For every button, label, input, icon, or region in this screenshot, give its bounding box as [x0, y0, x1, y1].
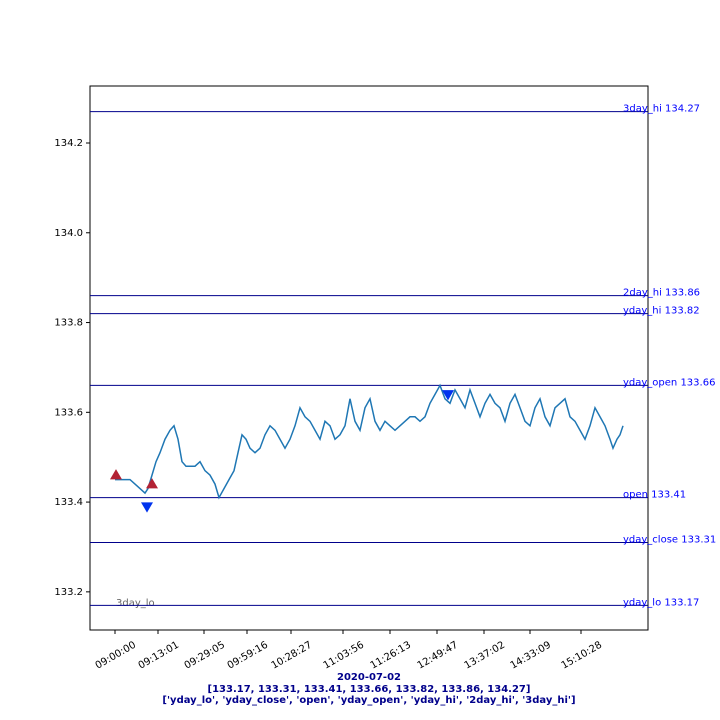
level-label: yday_hi 133.82: [623, 306, 700, 317]
annotation: 3day_lo: [116, 598, 155, 609]
signal-marker: [442, 390, 454, 401]
x-tick-label: 09:59:16: [226, 640, 270, 672]
signal-marker: [141, 502, 153, 513]
x-tick-label: 12:49:47: [416, 640, 460, 672]
x-tick-label: 09:00:00: [94, 640, 138, 672]
y-tick-label: 133.6: [54, 407, 83, 418]
x-tick-label: 09:13:01: [137, 640, 181, 672]
y-tick-label: 133.2: [54, 587, 83, 598]
y-tick-label: 134.0: [54, 228, 83, 239]
signal-marker: [146, 478, 158, 489]
x-tick-label: 15:10:28: [560, 640, 604, 672]
x-tick-label: 11:03:56: [322, 640, 366, 672]
level-label: 3day_hi 134.27: [623, 104, 700, 115]
level-label: yday_open 133.66: [623, 377, 715, 388]
axes-frame: [89, 85, 649, 631]
y-tick-label: 134.2: [54, 138, 83, 149]
x-tick-label: 09:29:05: [183, 640, 227, 672]
level-label: open 133.41: [623, 490, 686, 501]
price-line: [115, 383, 624, 500]
x-axis-label: [133.17, 133.31, 133.41, 133.66, 133.82,…: [208, 684, 531, 695]
level-label: 2day_hi 133.86: [623, 288, 700, 299]
level-label: yday_lo 133.17: [623, 597, 699, 608]
x-tick-label: 10:28:27: [270, 640, 314, 672]
x-tick-label: 13:37:02: [463, 640, 507, 672]
signal-marker: [110, 469, 122, 480]
x-axis-label: 2020-07-02: [337, 672, 401, 683]
x-tick-label: 14:33:09: [509, 640, 553, 672]
y-tick-label: 133.4: [54, 497, 83, 508]
y-tick-label: 133.8: [54, 318, 83, 329]
level-label: yday_close 133.31: [623, 534, 716, 545]
x-axis-label: ['yday_lo', 'yday_close', 'open', 'yday_…: [162, 695, 575, 706]
x-tick-label: 11:26:13: [369, 640, 413, 672]
